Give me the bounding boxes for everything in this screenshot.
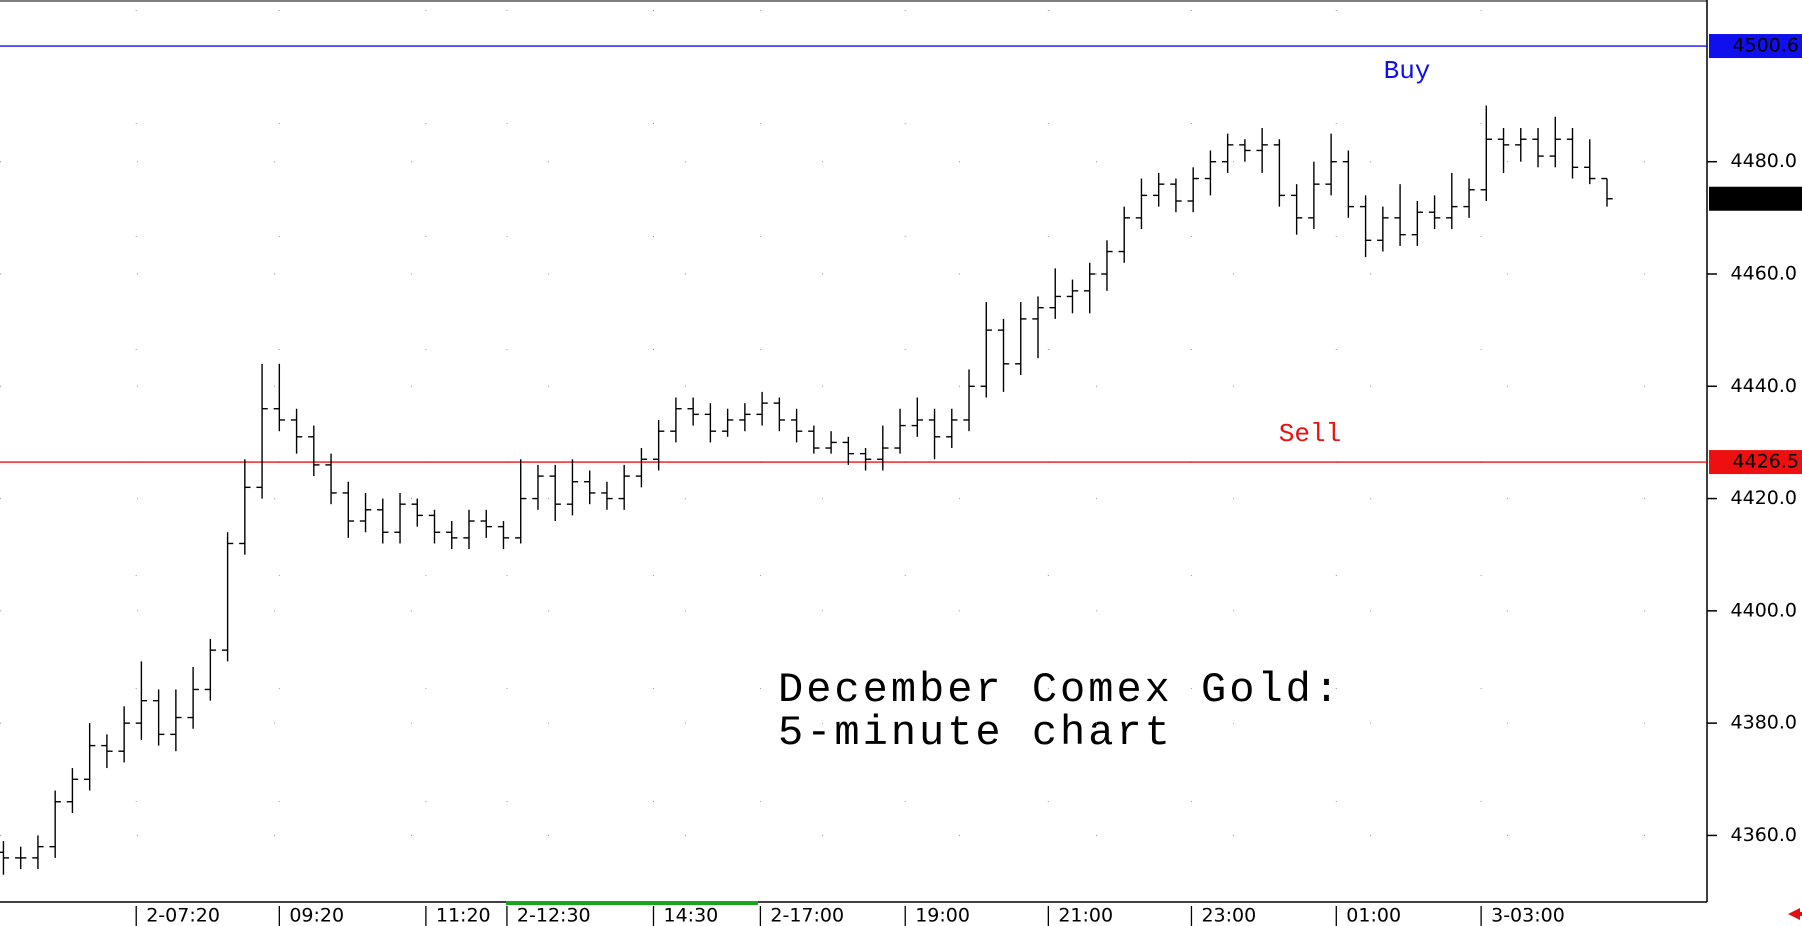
y-tick-label: 4400.0 bbox=[1731, 599, 1797, 621]
x-tick-label: 14:30 bbox=[663, 905, 718, 926]
x-tick-label: 11:20 bbox=[436, 905, 491, 926]
scroll-arrow bbox=[1788, 908, 1802, 920]
x-tick-label: 21:00 bbox=[1058, 905, 1113, 926]
y-tick-label: 4360.0 bbox=[1731, 824, 1797, 846]
x-tick-label: 19:00 bbox=[915, 905, 970, 926]
x-tick-label: 2-07:20 bbox=[146, 905, 220, 926]
chart-subtitle: 5-minute chart bbox=[778, 709, 1173, 757]
level-label: Buy bbox=[1384, 56, 1431, 86]
x-tick-label: 2-17:00 bbox=[770, 905, 844, 926]
x-tick-label: 09:20 bbox=[289, 905, 344, 926]
level-tag bbox=[1709, 450, 1802, 475]
last-price-tag bbox=[1709, 186, 1802, 211]
y-tick-label: 4420.0 bbox=[1731, 487, 1797, 509]
level-tag bbox=[1709, 34, 1802, 59]
y-tick-label: 4380.0 bbox=[1731, 712, 1797, 734]
x-tick-label: 01:00 bbox=[1346, 905, 1401, 926]
x-tick-label: 3-03:00 bbox=[1491, 905, 1565, 926]
level-value: 4500.6 bbox=[1733, 35, 1799, 57]
last-price: 4473.4 bbox=[1733, 187, 1799, 209]
session-highlight bbox=[506, 901, 758, 905]
y-tick-label: 4440.0 bbox=[1731, 375, 1797, 397]
x-tick-label: 23:00 bbox=[1201, 905, 1256, 926]
level-value: 4426.5 bbox=[1733, 451, 1799, 473]
level-label: Sell bbox=[1279, 419, 1341, 449]
x-tick-label: 2-12:30 bbox=[517, 905, 591, 926]
y-tick-label: 4460.0 bbox=[1731, 262, 1797, 284]
chart-title: December Comex Gold: bbox=[778, 666, 1342, 714]
y-tick-label: 4480.0 bbox=[1731, 150, 1797, 172]
